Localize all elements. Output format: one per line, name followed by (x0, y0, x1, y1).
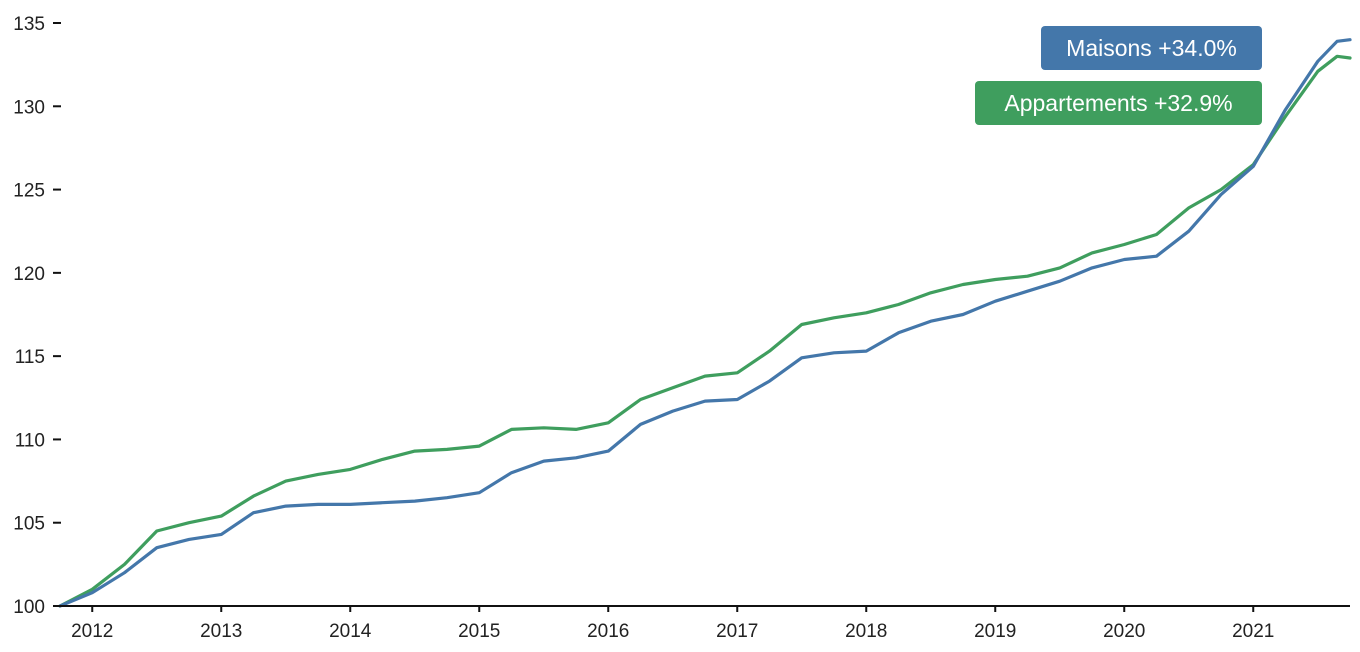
y-tick-label: 115 (15, 347, 45, 368)
y-tick-label: 110 (15, 430, 45, 451)
series-layer (58, 38, 1352, 608)
legend-item-maisons: Maisons +34.0% (1041, 26, 1262, 70)
x-tick-label: 2017 (716, 621, 758, 642)
legend: Maisons +34.0% Appartements +32.9% (975, 26, 1262, 125)
x-tick-label: 2019 (974, 621, 1016, 642)
axes: 2012 2013 2014 2015 2016 2017 2018 2019 2020 2021… (13, 14, 1350, 642)
x-tick-label: 2014 (329, 621, 372, 642)
x-tick-label: 2021 (1232, 621, 1274, 642)
x-tick-label: 2016 (587, 621, 629, 642)
x-tick-label: 2013 (200, 621, 242, 642)
y-tick-label: 130 (13, 97, 45, 118)
legend-item-appartements: Appartements +32.9% (975, 81, 1262, 125)
y-tick-label: 105 (13, 514, 45, 535)
legend-swatch (975, 81, 1262, 125)
y-tick-label: 100 (13, 597, 45, 618)
y-tick-label: 135 (13, 14, 45, 35)
legend-swatch (1041, 26, 1262, 70)
x-tick-label: 2020 (1103, 621, 1145, 642)
legend-label: Maisons +34.0% (1066, 35, 1237, 61)
x-tick-label: 2018 (845, 621, 887, 642)
x-tick-label: 2012 (71, 621, 113, 642)
legend-label: Appartements +32.9% (1004, 90, 1232, 116)
series-line-appartements (58, 54, 1352, 608)
x-tick-label: 2015 (458, 621, 500, 642)
series-line-maisons (58, 38, 1352, 608)
y-tick-label: 125 (13, 181, 45, 202)
y-tick-label: 120 (13, 264, 45, 285)
